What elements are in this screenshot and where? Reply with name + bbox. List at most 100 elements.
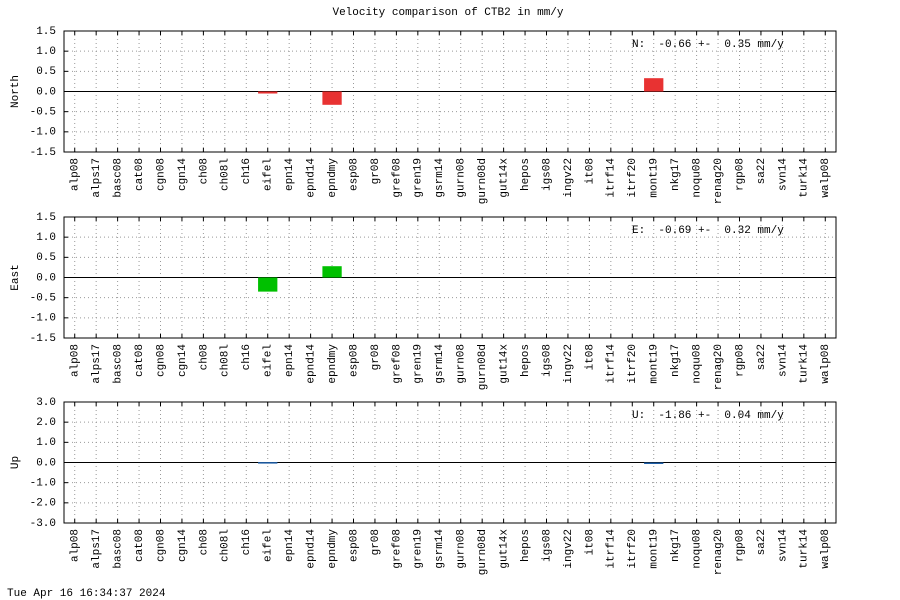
x-tick-label: gr08	[370, 158, 382, 184]
x-tick-label: cgn08	[155, 529, 167, 562]
annotation: E: -0.69 +- 0.32 mm/y	[632, 225, 784, 237]
y-tick-label: -3.0	[30, 518, 56, 530]
x-tick-label: sa22	[756, 344, 768, 370]
x-tick-label: mont19	[649, 158, 661, 198]
x-tick-label: ch08	[198, 529, 210, 555]
x-tick-label: gut14x	[499, 158, 511, 198]
x-tick-label: gren19	[413, 529, 425, 569]
x-tick-label: gref08	[391, 529, 403, 569]
x-tick-label: epn14	[284, 529, 296, 562]
x-tick-label: renag20	[713, 158, 725, 204]
y-tick-label: -0.5	[30, 107, 56, 119]
x-tick-label: cgn14	[177, 158, 189, 191]
x-tick-label: turk14	[799, 529, 811, 569]
x-tick-label: sa22	[756, 158, 768, 184]
x-tick-label: ingv22	[563, 529, 575, 569]
x-tick-label: igs08	[541, 344, 553, 377]
x-tick-label: eifel	[263, 158, 275, 191]
x-tick-label: alp08	[70, 158, 82, 191]
x-tick-label: gr08	[370, 344, 382, 370]
x-tick-label: gurn08	[456, 529, 468, 569]
y-tick-label: 1.0	[36, 437, 56, 449]
x-tick-label: ch16	[241, 158, 253, 184]
x-tick-label: gren19	[413, 344, 425, 384]
x-tick-label: it08	[584, 158, 596, 184]
x-tick-label: noqu08	[692, 344, 704, 384]
x-tick-label: ch08l	[220, 158, 232, 191]
x-tick-label: igs08	[541, 158, 553, 191]
x-tick-label: gurn08d	[477, 158, 489, 204]
x-tick-label: cgn14	[177, 344, 189, 377]
x-tick-label: eifel	[263, 344, 275, 377]
x-tick-label: ingv22	[563, 344, 575, 384]
y-tick-label: -1.5	[30, 333, 56, 345]
x-tick-label: gut14x	[499, 344, 511, 384]
x-tick-label: nkg17	[670, 158, 682, 191]
x-tick-label: rgp08	[734, 158, 746, 191]
x-tick-label: noqu08	[692, 158, 704, 198]
x-tick-label: itrf20	[627, 529, 639, 569]
x-tick-label: cat08	[134, 344, 146, 377]
x-tick-label: alp08	[70, 344, 82, 377]
x-tick-label: epnd14	[306, 158, 318, 198]
y-tick-label: 1.5	[36, 212, 56, 224]
annotation: U: -1.86 +- 0.04 mm/y	[632, 410, 784, 422]
x-tick-label: gurn08d	[477, 344, 489, 390]
y-tick-label: 0.0	[36, 272, 56, 284]
y-tick-label: 1.0	[36, 232, 56, 244]
x-tick-label: hepos	[520, 158, 532, 191]
y-tick-label: 0.5	[36, 66, 56, 78]
x-tick-label: ch08l	[220, 344, 232, 377]
x-tick-label: epndmy	[327, 158, 339, 198]
x-tick-label: walp08	[820, 529, 832, 569]
y-tick-label: 1.5	[36, 26, 56, 38]
x-tick-label: cgn08	[155, 344, 167, 377]
x-tick-label: cgn08	[155, 158, 167, 191]
x-tick-label: itrf14	[606, 529, 618, 569]
y-axis-label: East	[10, 264, 22, 290]
x-tick-label: turk14	[799, 158, 811, 198]
y-tick-label: -0.5	[30, 293, 56, 305]
x-tick-label: svn14	[777, 529, 789, 562]
y-tick-label: -1.0	[30, 478, 56, 490]
x-tick-label: basc08	[113, 529, 125, 569]
x-tick-label: nkg17	[670, 529, 682, 562]
x-tick-label: itrf20	[627, 158, 639, 198]
x-tick-label: cat08	[134, 529, 146, 562]
x-tick-label: itrf14	[606, 158, 618, 198]
x-tick-label: itrf20	[627, 344, 639, 384]
x-tick-label: igs08	[541, 529, 553, 562]
x-tick-label: gurn08d	[477, 529, 489, 575]
x-tick-label: ch08	[198, 158, 210, 184]
plot-frame	[63, 216, 837, 339]
timestamp: Tue Apr 16 16:34:37 2024	[7, 588, 166, 600]
x-tick-label: gren19	[413, 158, 425, 198]
y-tick-label: 0.5	[36, 252, 56, 264]
x-tick-label: epnd14	[306, 344, 318, 384]
x-tick-label: alp08	[70, 529, 82, 562]
x-tick-label: gsrm14	[434, 344, 446, 384]
x-tick-label: renag20	[713, 344, 725, 390]
bar	[258, 277, 278, 292]
x-tick-label: ch08l	[220, 529, 232, 562]
x-tick-label: epnd14	[306, 529, 318, 569]
plot-frame	[63, 30, 837, 153]
x-tick-label: noqu08	[692, 529, 704, 569]
x-tick-label: basc08	[113, 344, 125, 384]
bar	[258, 91, 278, 94]
x-tick-label: gut14x	[499, 529, 511, 569]
x-tick-label: gurn08	[456, 158, 468, 198]
x-tick-label: hepos	[520, 529, 532, 562]
y-axis-label: North	[10, 75, 22, 108]
bar	[322, 91, 342, 105]
x-tick-label: it08	[584, 344, 596, 370]
bar	[258, 462, 278, 464]
x-tick-label: basc08	[113, 158, 125, 198]
x-tick-label: it08	[584, 529, 596, 555]
x-tick-label: svn14	[777, 344, 789, 377]
y-tick-label: -1.5	[30, 147, 56, 159]
annotation: N: -0.66 +- 0.35 mm/y	[632, 39, 784, 51]
x-tick-label: rgp08	[734, 344, 746, 377]
